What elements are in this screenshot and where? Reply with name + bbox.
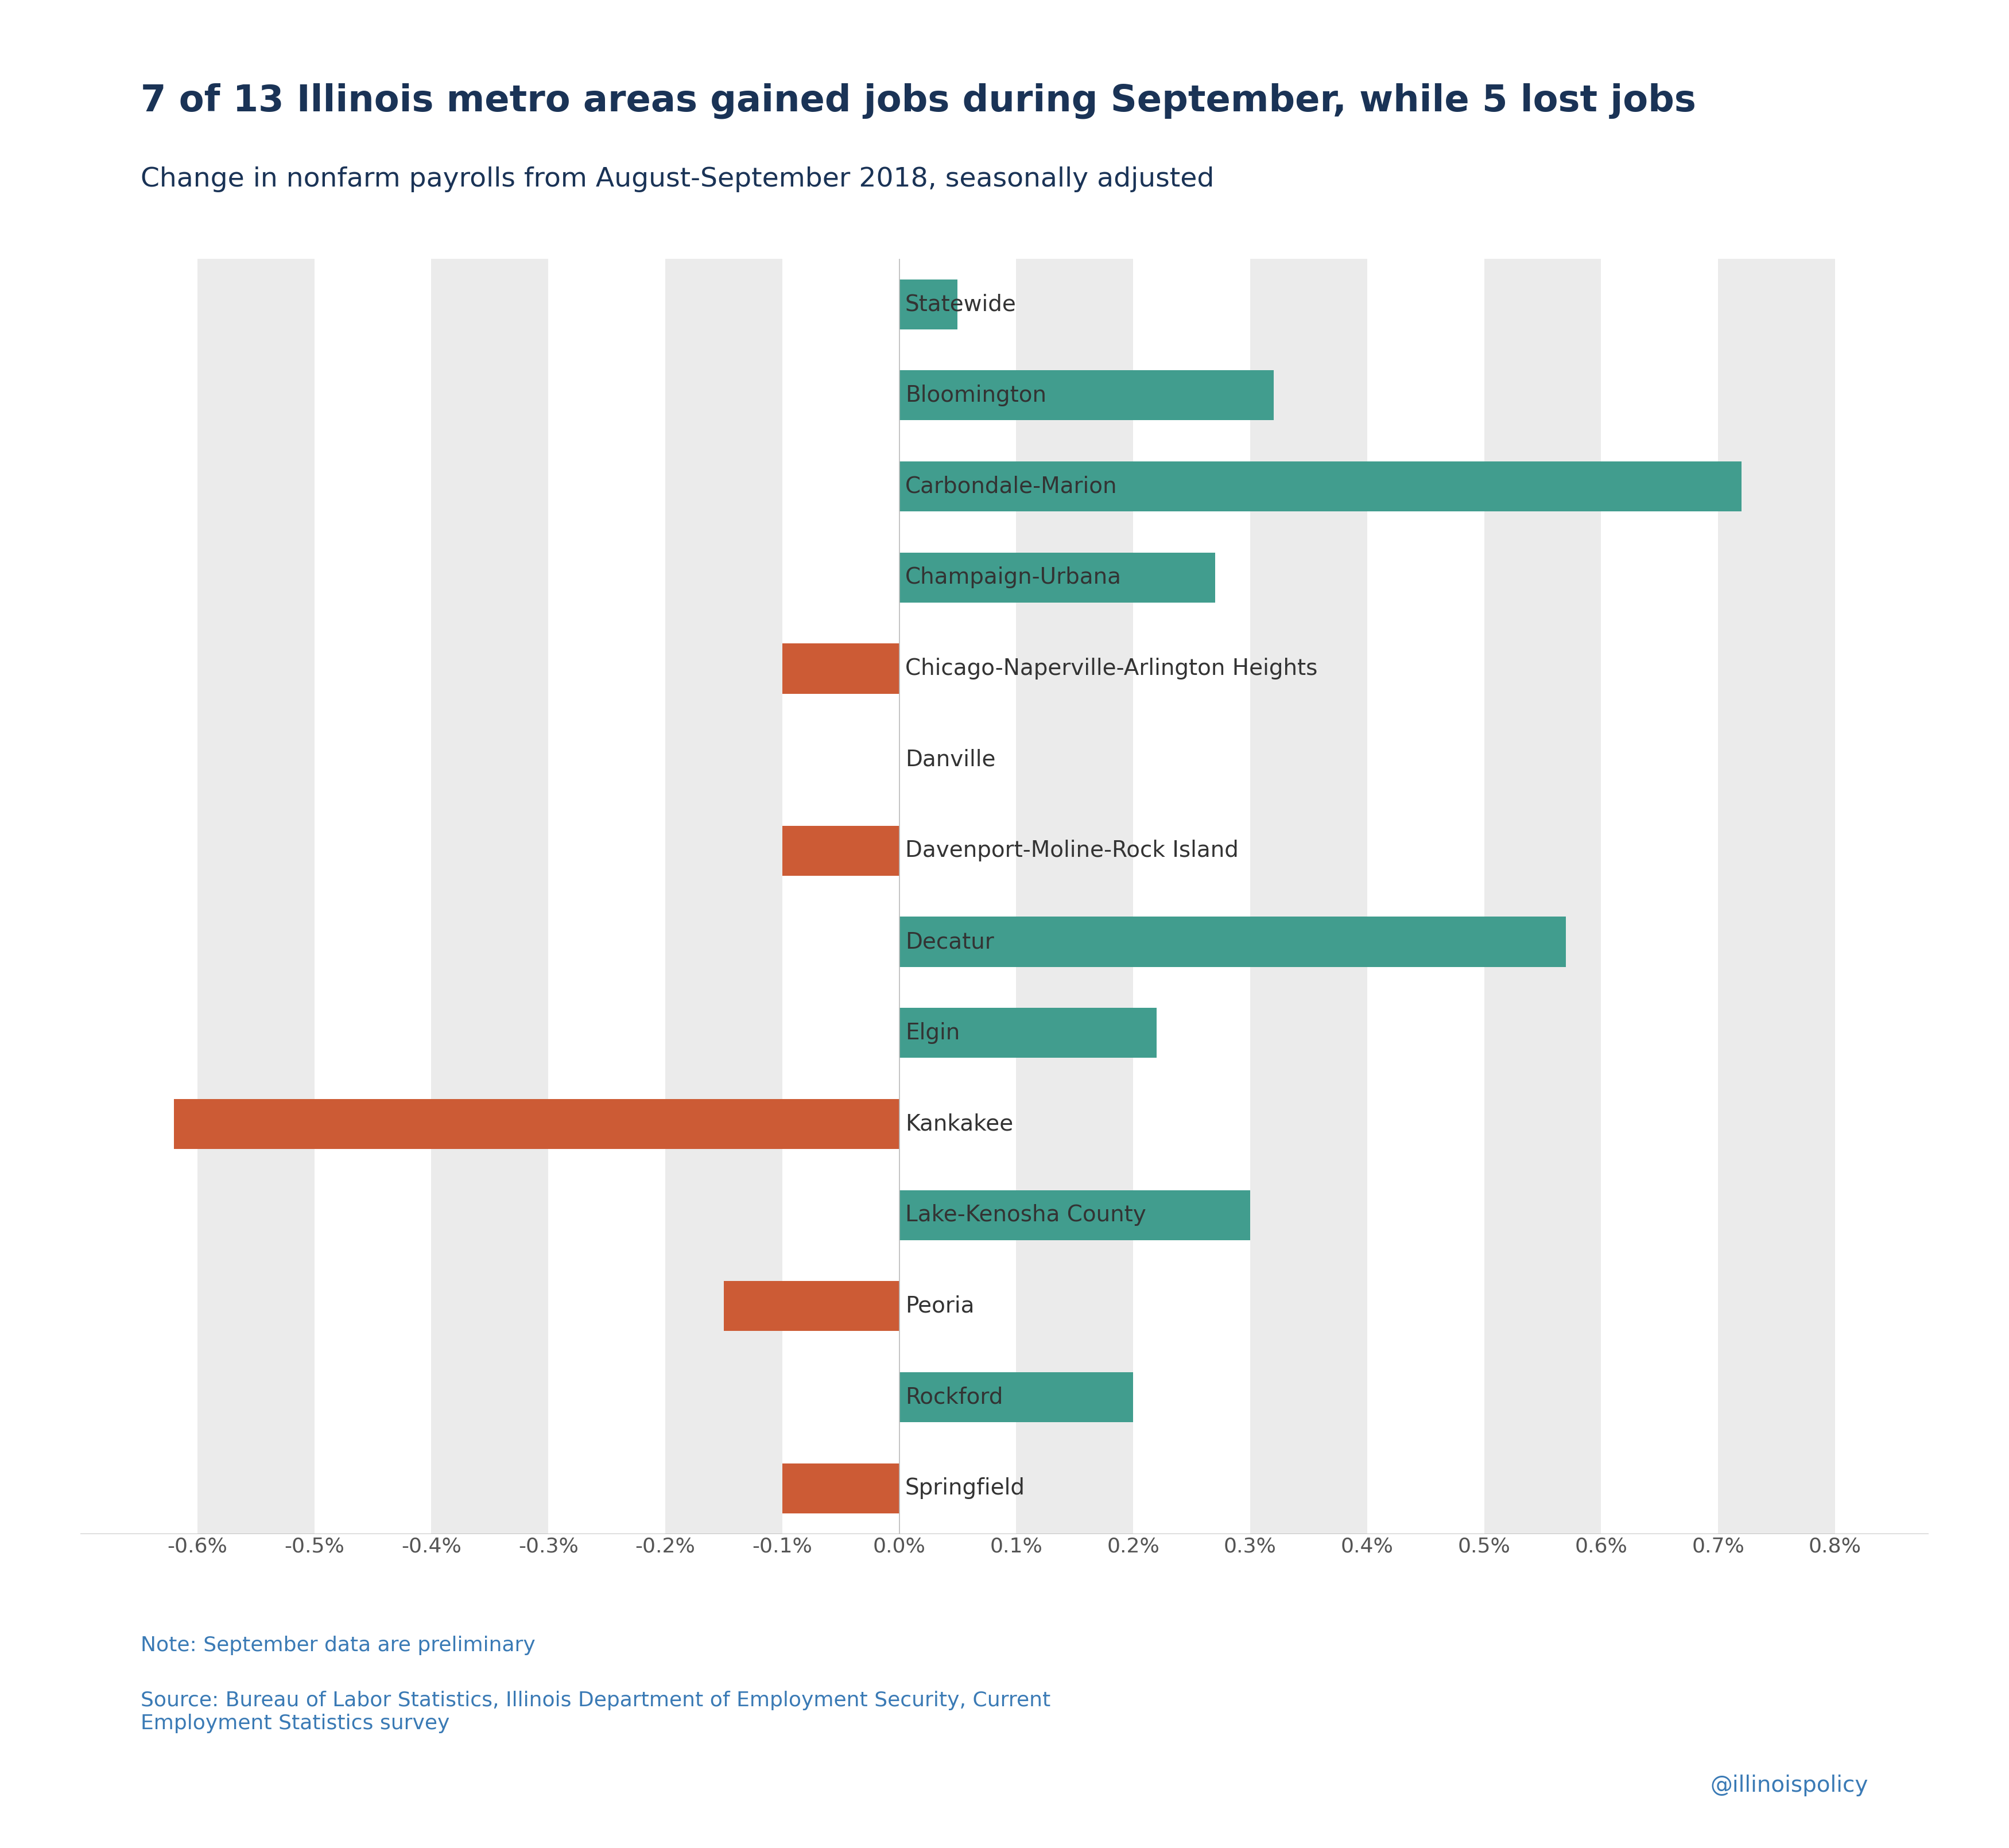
Text: Decatur: Decatur [906,931,994,954]
Bar [723,1281,900,1331]
Text: Change in nonfarm payrolls from August-September 2018, seasonally adjusted: Change in nonfarm payrolls from August-S… [141,166,1213,192]
Bar [782,643,900,693]
Bar [900,1190,1250,1240]
Bar [665,259,782,1534]
Bar [1718,259,1834,1534]
Bar [1017,259,1133,1534]
Text: Lake-Kenosha County: Lake-Kenosha County [906,1205,1145,1225]
Bar [900,917,1565,967]
Bar [900,279,958,329]
Text: Carbondale-Marion: Carbondale-Marion [906,475,1117,497]
Text: Chicago-Naperville-Arlington Heights: Chicago-Naperville-Arlington Heights [906,658,1318,680]
Text: Bloomington: Bloomington [906,384,1047,407]
Bar [175,1100,900,1149]
Bar [900,462,1742,512]
Text: @illinoispolicy: @illinoispolicy [1710,1774,1868,1796]
Bar [197,259,313,1534]
Text: Statewide: Statewide [906,294,1017,316]
Bar [432,259,548,1534]
Text: Springfield: Springfield [906,1477,1025,1499]
Bar [900,1007,1157,1057]
Bar [900,553,1215,602]
Bar [1250,259,1368,1534]
Text: Elgin: Elgin [906,1022,960,1044]
Text: Kankakee: Kankakee [906,1112,1013,1135]
Text: Peoria: Peoria [906,1295,974,1318]
Bar [900,370,1274,419]
Text: Danville: Danville [906,748,996,771]
Text: Davenport-Moline-Rock Island: Davenport-Moline-Rock Island [906,839,1238,861]
Text: 7 of 13 Illinois metro areas gained jobs during September, while 5 lost jobs: 7 of 13 Illinois metro areas gained jobs… [141,83,1696,118]
Bar [782,1464,900,1514]
Bar [782,826,900,876]
Bar [900,1373,1133,1423]
Bar [1485,259,1601,1534]
Text: Rockford: Rockford [906,1386,1002,1408]
Text: Champaign-Urbana: Champaign-Urbana [906,567,1121,588]
Text: Source: Bureau of Labor Statistics, Illinois Department of Employment Security, : Source: Bureau of Labor Statistics, Illi… [141,1691,1051,1733]
Text: Note: September data are preliminary: Note: September data are preliminary [141,1635,534,1656]
